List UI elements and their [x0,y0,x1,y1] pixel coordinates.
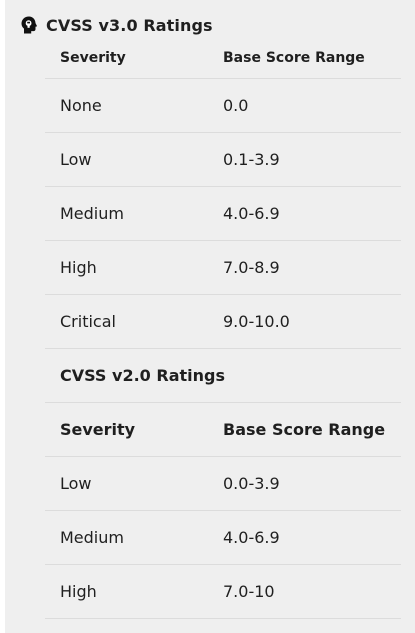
table-row: Low 0.1-3.9 [45,133,401,187]
column-header-range: Base Score Range [223,50,365,66]
table-row: Critical 9.0-10.0 [45,295,401,349]
range-cell: 0.1-3.9 [223,150,280,169]
cvss-v3-table: Severity Base Score Range None 0.0 Low 0… [45,37,401,619]
cvss-ratings-panel: CVSS v3.0 Ratings Severity Base Score Ra… [5,0,415,633]
range-cell: 4.0-6.9 [223,204,280,223]
severity-cell: Low [45,150,223,169]
table-header-row: Severity Base Score Range [45,37,401,79]
range-cell: 0.0 [223,96,248,115]
range-cell: 7.0-10 [223,582,275,601]
severity-cell: High [45,582,223,601]
section-header: CVSS v3.0 Ratings [18,12,213,38]
column-header-severity: Severity [45,50,223,66]
severity-cell: Medium [45,528,223,547]
range-cell: 0.0-3.9 [223,474,280,493]
severity-cell: Medium [45,204,223,223]
lightbulb-head-icon [18,14,40,36]
severity-cell: Critical [45,312,223,331]
table-row: High 7.0-8.9 [45,241,401,295]
table-row: None 0.0 [45,79,401,133]
range-cell: 4.0-6.9 [223,528,280,547]
column-header-severity: Severity [45,420,223,439]
severity-cell: High [45,258,223,277]
table-row: Medium 4.0-6.9 [45,511,401,565]
table-header-row: Severity Base Score Range [45,403,401,457]
column-header-range: Base Score Range [223,420,385,439]
range-cell: 7.0-8.9 [223,258,280,277]
table-row: High 7.0-10 [45,565,401,619]
range-cell: 9.0-10.0 [223,312,290,331]
table-row: Low 0.0-3.9 [45,457,401,511]
page-title: CVSS v3.0 Ratings [46,16,213,35]
cvss-v2-subheading: CVSS v2.0 Ratings [45,349,401,403]
table-row: Medium 4.0-6.9 [45,187,401,241]
severity-cell: None [45,96,223,115]
severity-cell: Low [45,474,223,493]
